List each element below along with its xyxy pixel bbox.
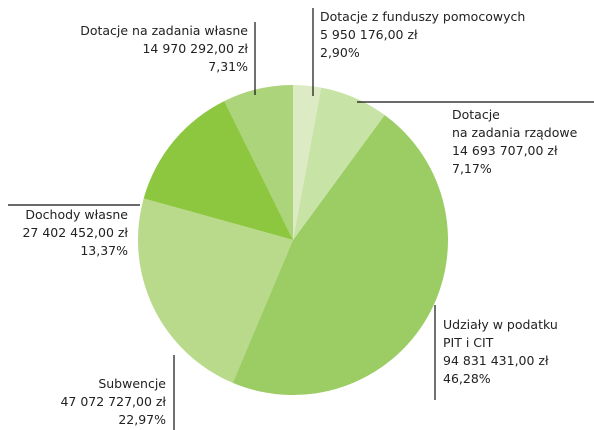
slice-label: Dotacje na zadania rządowe 14 693 707,00 …: [452, 106, 577, 178]
amount: 47 072 727,00 zł: [60, 394, 166, 409]
pie-slice: [293, 87, 385, 240]
slice-label: Dochody własne 27 402 452,00 zł 13,37%: [22, 206, 128, 260]
category-name: Dochody własne: [25, 207, 128, 222]
percent-label: 7,17%: [452, 161, 492, 176]
category-name: Subwencje: [98, 376, 166, 391]
amount: 27 402 452,00 zł: [22, 225, 128, 240]
slice-label: Udziały w podatku PIT i CIT 94 831 431,00…: [443, 316, 558, 388]
category-name: Udziały w podatku PIT i CIT: [443, 317, 558, 350]
pie-slice: [224, 85, 293, 240]
pie-slice: [137, 198, 293, 383]
percent-label: 13,37%: [80, 243, 128, 258]
percent-label: 7,31%: [208, 59, 248, 74]
pie-slice: [232, 115, 448, 395]
slice-label: Subwencje 47 072 727,00 zł 22,97%: [60, 375, 166, 429]
slice-label: Dotacje na zadania własne 14 970 292,00 z…: [80, 22, 248, 76]
slice-label: Dotacje z funduszy pomocowych 5 950 176,0…: [320, 8, 525, 62]
percent-label: 46,28%: [443, 371, 491, 386]
amount: 14 970 292,00 zł: [142, 41, 248, 56]
amount: 5 950 176,00 zł: [320, 27, 418, 42]
amount: 94 831 431,00 zł: [443, 353, 549, 368]
percent-label: 2,90%: [320, 45, 360, 60]
pie-slice: [143, 101, 293, 241]
amount: 14 693 707,00 zł: [452, 143, 558, 158]
category-name: Dotacje na zadania własne: [80, 23, 248, 38]
category-name: Dotacje z funduszy pomocowych: [320, 9, 526, 24]
category-name: Dotacje na zadania rządowe: [452, 107, 578, 140]
percent-label: 22,97%: [118, 412, 166, 427]
pie-slice: [293, 85, 322, 240]
